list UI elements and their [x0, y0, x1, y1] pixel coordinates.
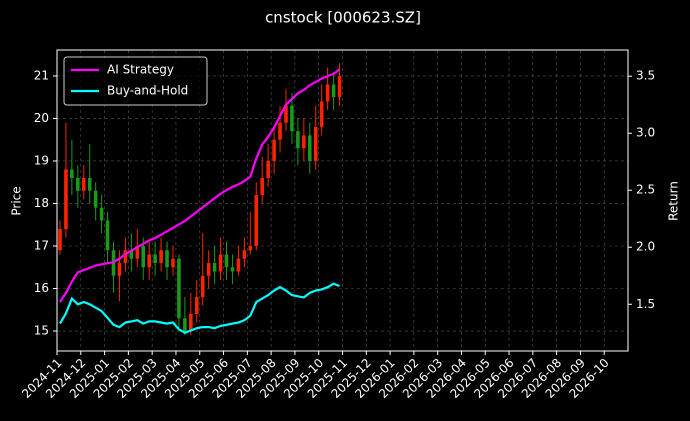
y-tick-label: 16: [34, 281, 49, 295]
candle-body: [99, 207, 104, 221]
candle-body: [70, 169, 74, 178]
candle-body: [331, 84, 336, 98]
candle-body: [177, 258, 181, 319]
y2-axis-label: Return: [667, 181, 681, 221]
y-tick-label: 15: [34, 324, 49, 338]
candle-body: [242, 250, 247, 259]
candle-body: [218, 254, 223, 272]
candle-body: [337, 75, 342, 98]
candle-body: [290, 105, 294, 132]
candle-body: [171, 258, 175, 268]
candle-body: [236, 258, 241, 272]
legend-label: Buy-and-Hold: [107, 84, 188, 98]
series-line: [59, 282, 340, 335]
candle-body: [266, 160, 270, 178]
candle-body: [141, 245, 146, 268]
candle-body: [194, 297, 199, 315]
candle-body: [272, 139, 276, 161]
plot-frame: [56, 49, 629, 352]
candle-body: [325, 84, 330, 102]
candle-body: [165, 250, 169, 268]
candle-body: [313, 126, 318, 161]
candle-body: [248, 245, 253, 251]
candle-body: [129, 250, 134, 259]
candle-body: [224, 254, 229, 268]
candle-body: [93, 190, 98, 208]
candle-body: [308, 135, 312, 161]
y2-tick-label: 1.5: [636, 297, 655, 311]
y2-tick-label: 2.0: [636, 240, 655, 254]
candle-body: [123, 250, 128, 263]
candle-body: [302, 135, 306, 149]
legend-label: AI Strategy: [107, 63, 174, 77]
candle-body: [87, 177, 92, 191]
candle-body: [200, 275, 205, 298]
legend-box: [63, 56, 208, 106]
candle-body: [81, 177, 86, 191]
candle-body: [319, 101, 324, 127]
y-tick-label: 19: [34, 153, 49, 167]
y-tick-label: 21: [34, 68, 49, 82]
candle-body: [206, 262, 211, 276]
candle-body: [64, 169, 68, 229]
y-tick-label: 20: [34, 111, 49, 125]
candle-body: [189, 314, 193, 332]
candle-body: [183, 318, 187, 332]
candle-body: [105, 220, 110, 251]
chart-title: cnstock [000623.SZ]: [265, 9, 421, 27]
candle-body: [117, 262, 122, 276]
candle-body: [284, 105, 288, 123]
candle-body: [58, 228, 62, 251]
candle-body: [260, 177, 264, 195]
candle-body: [296, 131, 300, 149]
candle-body: [278, 122, 282, 140]
y2-tick-label: 3.5: [636, 69, 655, 83]
candle-body: [230, 267, 235, 272]
candle-body: [212, 262, 217, 272]
candle-body: [135, 245, 140, 259]
y-tick-label: 18: [34, 196, 49, 210]
y-axis-label: Price: [10, 186, 24, 215]
candle-body: [153, 254, 157, 263]
candle-body: [254, 194, 259, 246]
y-tick-label: 17: [34, 238, 49, 252]
candle-body: [76, 177, 80, 191]
series-line: [59, 68, 341, 303]
candle-body: [159, 250, 163, 263]
y2-tick-label: 3.0: [636, 126, 655, 140]
candle-body: [147, 254, 151, 268]
y2-tick-label: 2.5: [636, 183, 655, 197]
